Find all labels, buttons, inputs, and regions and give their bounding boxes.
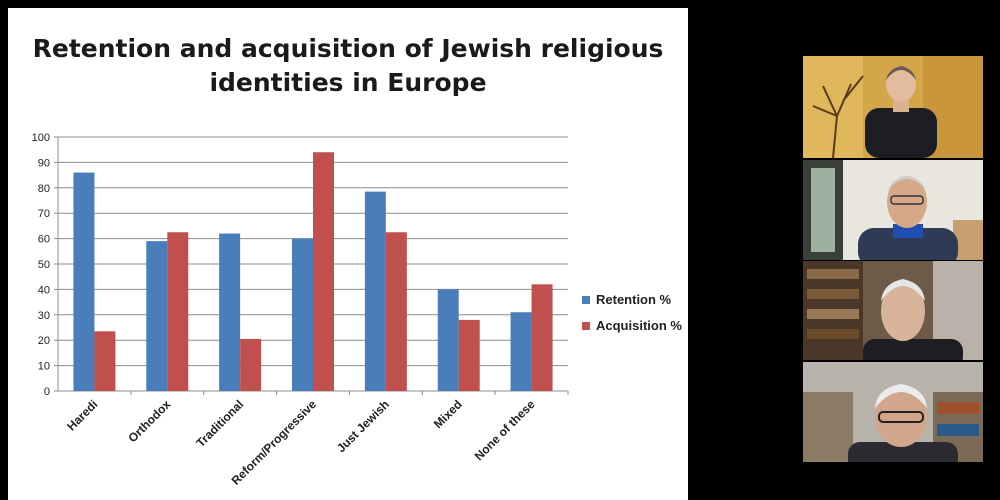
bar-chart: 0 10 20 30 40 50 60 70 80 90 100 Haredi Orthodox Trad…: [32, 132, 683, 488]
legend-label: Retention %: [596, 292, 672, 307]
bookshelf-books: [937, 402, 979, 414]
glasses: [890, 195, 924, 205]
slide-title-line-1: Retention and acquisition of Jewish reli…: [32, 34, 664, 63]
participant-video: [803, 261, 983, 360]
bar-acquisition: [385, 232, 407, 391]
person-hair: [875, 384, 927, 408]
bar-retention: [364, 191, 386, 391]
y-tick-label: 40: [38, 284, 50, 296]
x-tick-label: None of these: [472, 397, 538, 463]
person-body: [848, 442, 958, 462]
bar-retention: [437, 289, 459, 391]
person-hair: [886, 66, 916, 80]
bar-retention: [146, 241, 168, 391]
shelf: [953, 220, 983, 260]
presentation-slide: Retention and acquisition of Jewish reli…: [8, 8, 688, 500]
person-body: [858, 228, 958, 260]
video-tile-2[interactable]: [803, 160, 983, 260]
person-face: [887, 176, 927, 228]
person-hair: [881, 279, 925, 301]
video-tile-3[interactable]: [803, 261, 983, 360]
y-tick-label: 10: [38, 361, 50, 373]
person-face: [881, 281, 925, 341]
x-tick-label: Haredi: [64, 397, 100, 433]
video-tile-1[interactable]: [803, 56, 983, 158]
legend-swatch: [582, 296, 590, 304]
bookshelf-books: [937, 424, 979, 436]
bar-acquisition: [313, 152, 334, 391]
person-neck: [893, 98, 909, 112]
x-tick-label: Just Jewish: [334, 397, 392, 455]
bar-retention: [292, 238, 313, 391]
x-tick-label: Traditional: [193, 397, 246, 450]
bar-retention: [73, 172, 95, 391]
participant-video: [803, 56, 983, 158]
person-body: [863, 339, 963, 360]
y-tick-label: 70: [38, 208, 50, 220]
bookshelf-books: [807, 289, 859, 299]
bar-acquisition: [94, 331, 116, 391]
legend-label: Acquisition %: [596, 318, 682, 333]
tree-artwork: [812, 75, 864, 158]
y-tick-label: 30: [38, 310, 50, 322]
shirt-collar: [893, 224, 923, 238]
y-tick-label: 60: [38, 234, 50, 246]
person-hair: [888, 176, 926, 190]
y-tick-label: 80: [38, 183, 50, 195]
bar-acquisition: [458, 319, 480, 391]
y-tick-label: 100: [32, 132, 50, 144]
bookshelf-books: [807, 309, 859, 319]
y-tick-label: 90: [38, 157, 50, 169]
y-tick-label: 0: [44, 386, 50, 398]
bar-acquisition: [167, 232, 189, 391]
y-tick-label: 50: [38, 259, 50, 271]
bookshelf: [803, 392, 853, 462]
person-face: [875, 387, 927, 447]
bookshelf-books: [807, 269, 859, 279]
slide-title-line-2: identities in Europe: [209, 68, 487, 97]
bookshelf-books: [807, 329, 859, 339]
bar-acquisition: [531, 284, 553, 391]
bar-retention: [219, 233, 241, 391]
window-light: [811, 168, 835, 252]
x-tick-label: Orthodox: [125, 397, 173, 445]
x-tick-label: Mixed: [431, 397, 465, 431]
video-tile-4[interactable]: [803, 362, 983, 462]
participant-video: [803, 362, 983, 462]
y-tick-label: 20: [38, 335, 50, 347]
person-face: [886, 66, 916, 102]
bar-acquisition: [240, 338, 262, 391]
legend-swatch: [582, 322, 590, 330]
glasses: [878, 411, 924, 423]
slide-title: Retention and acquisition of Jewish reli…: [8, 32, 688, 100]
bar-retention: [510, 312, 532, 391]
participant-video: [803, 160, 983, 260]
person-body: [865, 108, 937, 158]
